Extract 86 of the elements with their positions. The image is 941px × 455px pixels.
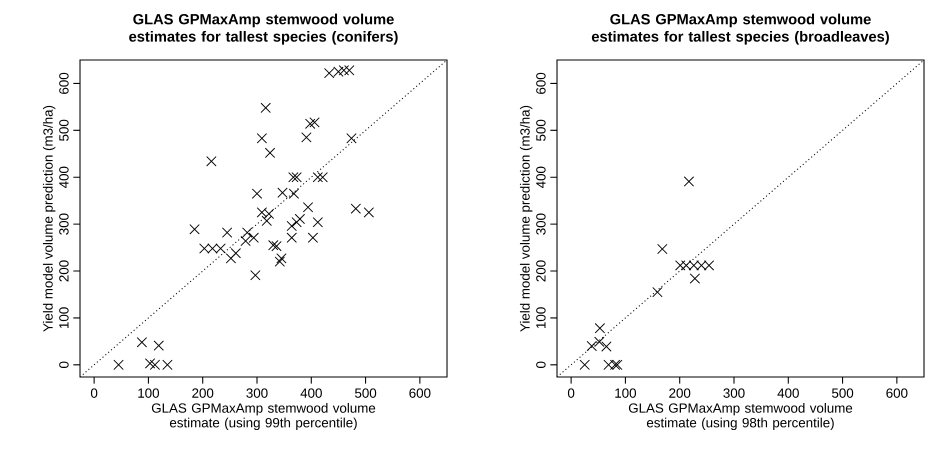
- point: [240, 236, 251, 246]
- x-tick-label: 0: [90, 388, 98, 398]
- point: [256, 133, 268, 144]
- y-tick-label: 100: [59, 307, 69, 328]
- point: [291, 172, 302, 182]
- y-tick-label: 0: [59, 362, 69, 368]
- point: [302, 202, 314, 212]
- x-tick-label: 400: [777, 388, 799, 398]
- point: [136, 337, 148, 348]
- chart-title: GLAS GPMaxAmp stemwood volume estimates for tallest species (conifers): [129, 14, 398, 45]
- point: [309, 117, 320, 128]
- point: [312, 172, 323, 182]
- x-tick-label: 300: [246, 388, 268, 398]
- point: [271, 240, 282, 252]
- point: [230, 248, 242, 258]
- point: [268, 240, 278, 250]
- y-tick-label: 100: [536, 307, 546, 328]
- point: [113, 360, 124, 370]
- y-tick-label: 0: [536, 362, 546, 368]
- x-tick-label: 100: [615, 388, 636, 398]
- point: [684, 176, 694, 187]
- y-tick-label: 300: [59, 214, 69, 235]
- point: [594, 336, 605, 348]
- point: [294, 214, 306, 224]
- point: [690, 273, 700, 284]
- point: [338, 65, 350, 76]
- point: [286, 232, 297, 243]
- point: [318, 172, 328, 182]
- point: [226, 253, 236, 264]
- x-tick-label: 200: [669, 388, 690, 398]
- point: [652, 286, 663, 298]
- point: [276, 253, 287, 264]
- x-tick-label: 300: [723, 388, 745, 398]
- y-tick-label: 500: [59, 120, 69, 141]
- chart-title: GLAS GPMaxAmp stemwood volume estimates for tallest species (broadleaves): [592, 14, 889, 45]
- point: [252, 188, 262, 199]
- y-tick-label: 400: [536, 166, 546, 188]
- point: [346, 133, 357, 144]
- y-tick-label: 400: [59, 166, 69, 188]
- x-tick-label: 600: [409, 388, 430, 398]
- point: [206, 156, 217, 166]
- y-axis-title: Yield model volume prediction (m3/ha): [520, 106, 532, 332]
- point: [144, 358, 156, 369]
- point: [586, 340, 597, 352]
- point: [657, 244, 668, 254]
- point: [350, 203, 361, 214]
- point: [675, 260, 686, 271]
- x-tick-label: 400: [300, 388, 322, 398]
- point: [312, 217, 323, 228]
- point: [248, 232, 259, 243]
- x-axis-title: GLAS GPMaxAmp stemwood volume estimate (using 98th percentile): [628, 402, 852, 430]
- y-tick-label: 600: [59, 72, 69, 94]
- y-axis-title: Yield model volume prediction (m3/ha): [42, 106, 56, 332]
- y-tick-label: 300: [536, 214, 546, 235]
- x-tick-label: 100: [138, 388, 160, 398]
- point: [364, 207, 374, 218]
- point: [189, 224, 200, 234]
- point: [274, 256, 285, 267]
- point: [150, 360, 160, 370]
- y-tick-label: 500: [536, 120, 546, 141]
- point: [308, 232, 318, 243]
- y-tick-label: 200: [59, 260, 69, 282]
- point: [601, 341, 612, 352]
- point: [288, 172, 299, 182]
- y-tick-label: 200: [536, 260, 546, 282]
- x-axis-title: GLAS GPMaxAmp stemwood volume estimate (using 99th percentile): [152, 402, 376, 430]
- x-tick-label: 600: [886, 388, 908, 398]
- point: [162, 360, 173, 370]
- point: [154, 340, 164, 351]
- point: [264, 148, 276, 158]
- x-tick-label: 500: [354, 388, 376, 398]
- point: [222, 227, 232, 238]
- point: [291, 217, 302, 228]
- point: [305, 118, 316, 129]
- point: [242, 227, 252, 238]
- point: [262, 216, 272, 226]
- y-tick-label: 600: [536, 72, 546, 94]
- point: [301, 132, 312, 143]
- point: [594, 323, 606, 334]
- point: [580, 360, 590, 370]
- point: [286, 220, 297, 232]
- point: [250, 270, 261, 280]
- point: [260, 102, 271, 114]
- x-tick-label: 0: [568, 388, 574, 398]
- x-tick-label: 500: [832, 388, 854, 398]
- x-tick-label: 200: [192, 388, 214, 398]
